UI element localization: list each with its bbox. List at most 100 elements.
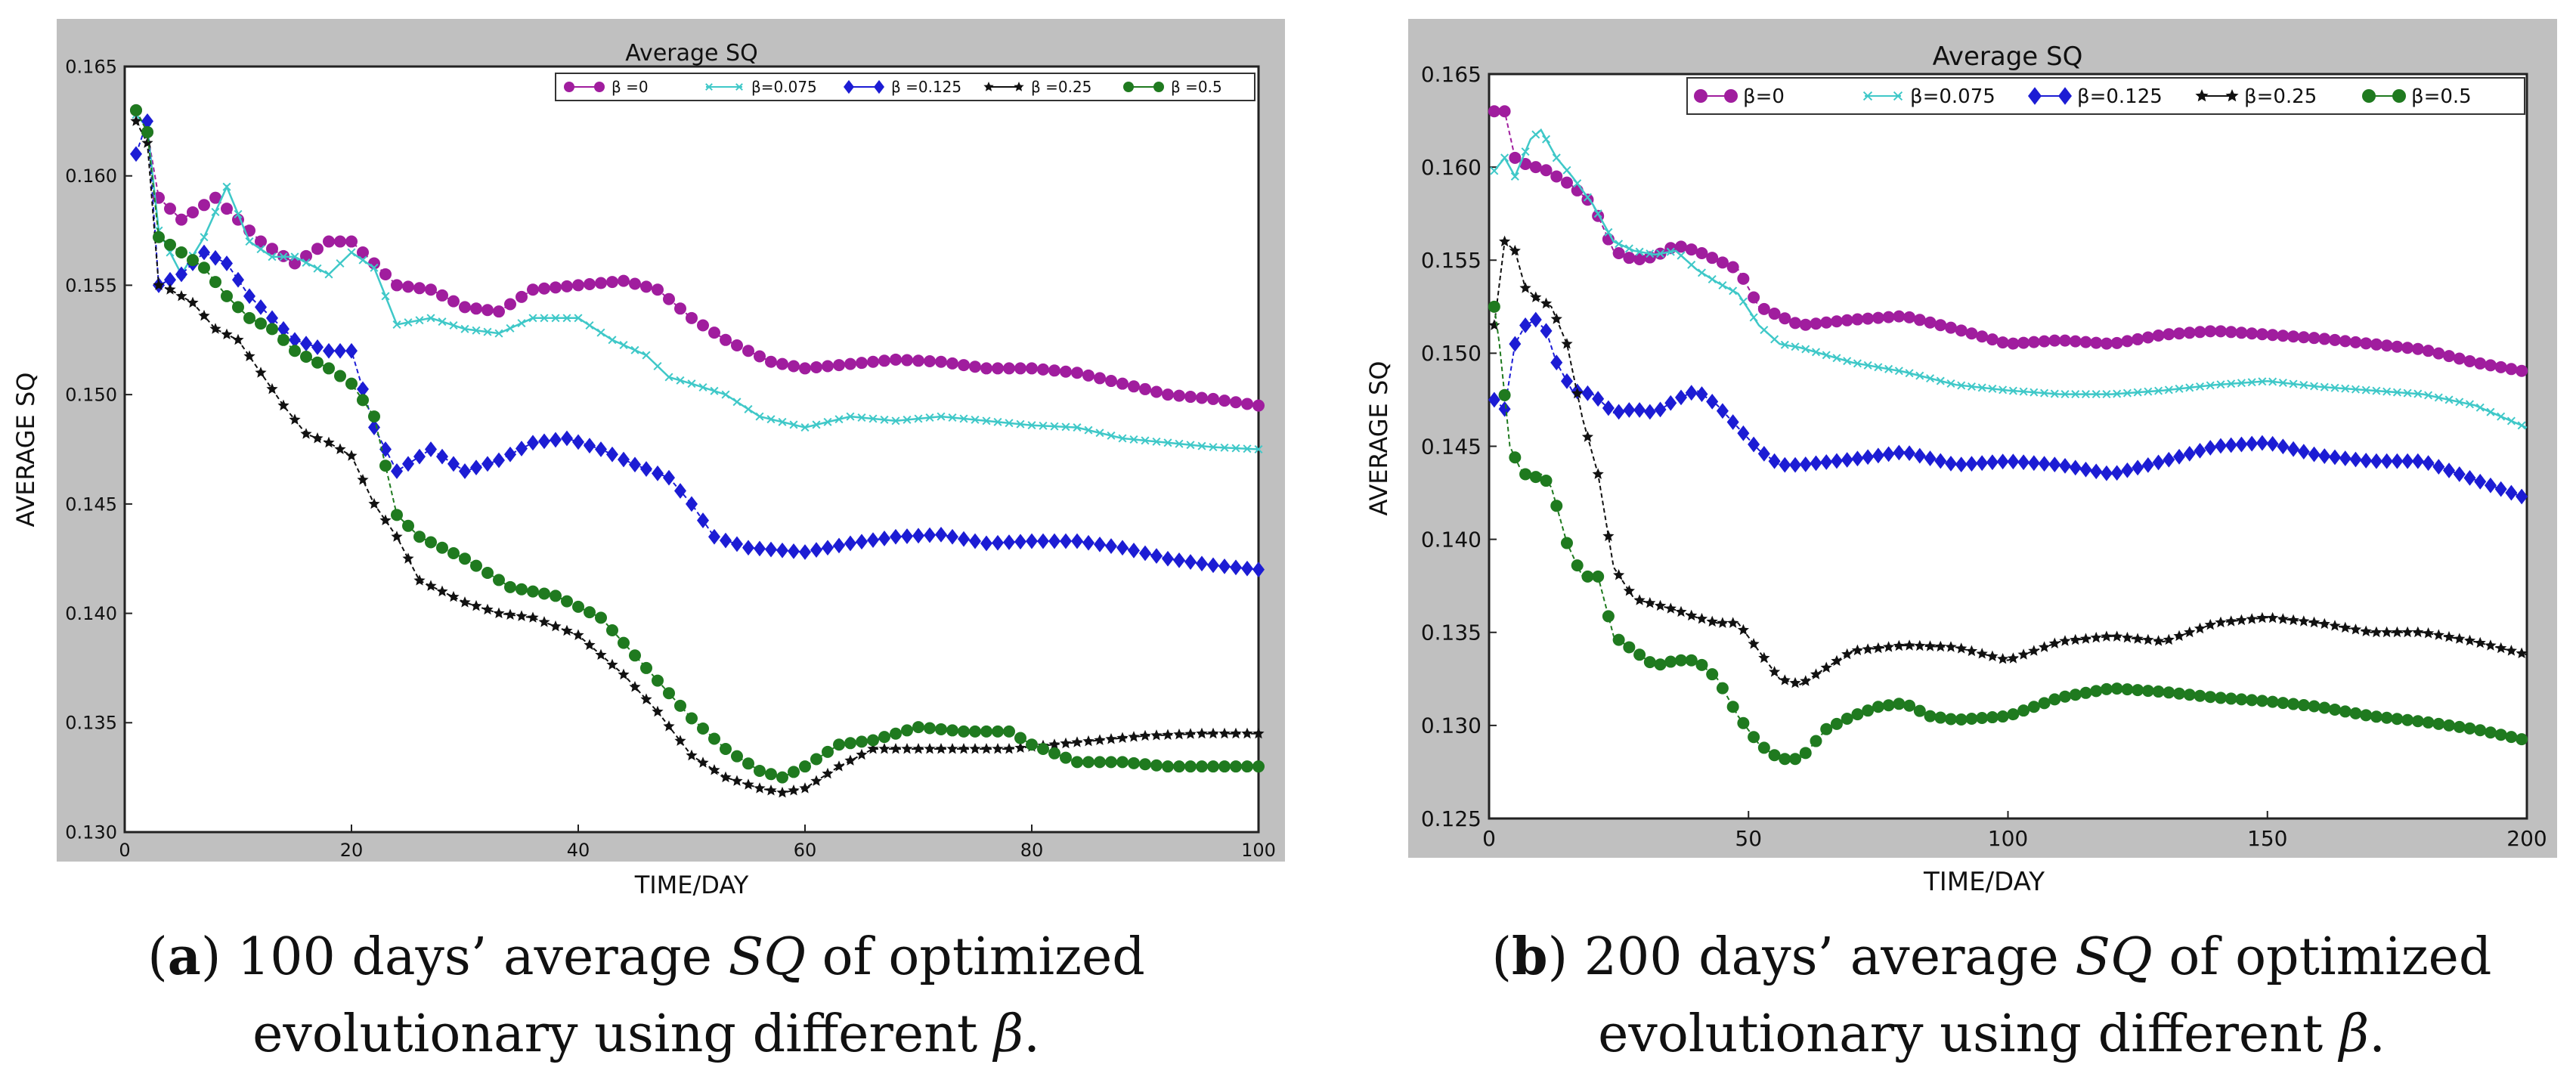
data-point [2194, 443, 2206, 459]
data-point [2411, 715, 2424, 728]
data-point [618, 636, 630, 649]
data-point [2486, 407, 2495, 416]
data-point [2247, 378, 2256, 387]
data-point [1218, 558, 1231, 574]
data-point [629, 277, 641, 290]
data-point [2007, 652, 2019, 664]
data-point [449, 320, 458, 330]
data-point [1602, 610, 1615, 623]
data-point [958, 725, 970, 738]
data-point [1999, 385, 2008, 395]
data-point [1026, 738, 1038, 751]
data-point [629, 649, 641, 662]
data-point [1646, 249, 1655, 258]
panel-a-series [130, 104, 1265, 798]
data-point [584, 606, 596, 619]
data-point [1874, 363, 1883, 372]
data-point [1128, 542, 1140, 559]
data-point [1706, 615, 1718, 627]
data-point [572, 629, 584, 640]
data-point [1128, 757, 1140, 769]
data-point [1150, 759, 1163, 772]
data-point [2474, 357, 2487, 370]
data-point [2214, 438, 2227, 454]
data-point [1822, 351, 1831, 360]
data-point [742, 757, 754, 770]
data-point [914, 414, 923, 423]
data-point [663, 469, 675, 486]
data-point [357, 246, 369, 259]
data-point [2071, 390, 2080, 399]
data-point [1737, 425, 1750, 441]
data-point [1726, 261, 1739, 274]
data-point [1613, 569, 1625, 580]
data-point [1903, 639, 1915, 651]
data-point [1820, 723, 1833, 735]
data-point [561, 624, 573, 636]
data-point [799, 782, 811, 794]
data-point [1965, 645, 1978, 657]
data-point [1026, 533, 1038, 549]
data-point [1748, 436, 1760, 453]
data-point [2453, 352, 2466, 365]
data-point [255, 317, 267, 330]
data-point [1841, 452, 1853, 468]
data-point [494, 329, 503, 338]
data-point [618, 274, 630, 287]
data-point [1060, 737, 1072, 749]
data-point [1695, 386, 1708, 402]
legend-marker [1123, 82, 1134, 92]
data-point [2268, 377, 2277, 386]
data-point [1542, 135, 1551, 144]
data-point [1872, 642, 1884, 654]
data-point [1853, 359, 1862, 368]
x-tick-label: 40 [567, 840, 590, 861]
data-point [1708, 274, 1717, 283]
data-point [2163, 328, 2175, 341]
data-point [867, 532, 879, 549]
data-point [2183, 445, 2196, 462]
panel-a: Average SQ TIME/DAY AVERAGE SQ 0 20 40 60 80… [11, 19, 1285, 899]
data-point [1037, 533, 1049, 549]
data-point [1252, 399, 1265, 412]
data-point [153, 279, 165, 290]
data-point [2391, 713, 2404, 726]
data-point [187, 254, 199, 267]
data-point [1604, 227, 1613, 237]
data-point [2360, 625, 2372, 636]
data-point [2079, 633, 2092, 644]
data-point [198, 261, 210, 274]
data-point [1560, 176, 1573, 189]
data-point [1801, 345, 1810, 354]
series-β=0.075 [1490, 128, 2528, 430]
data-point [527, 435, 539, 451]
data-point [1789, 456, 1802, 473]
data-point [2246, 327, 2259, 340]
data-point [1129, 435, 1138, 444]
data-point [1073, 423, 1082, 432]
data-point [2360, 453, 2373, 469]
data-point [368, 410, 380, 423]
legend-label: β=0.125 [2077, 85, 2163, 108]
data-point [901, 528, 913, 544]
data-point [1675, 389, 1688, 406]
data-point [891, 416, 900, 425]
data-point [1893, 310, 1906, 323]
data-point [812, 420, 821, 429]
data-point [1003, 725, 1015, 738]
data-point [516, 583, 528, 596]
data-point [744, 404, 753, 413]
data-point [302, 258, 311, 268]
data-point [2173, 448, 2186, 465]
data-point [788, 543, 800, 559]
data-point [1071, 533, 1083, 549]
data-point [1581, 385, 1594, 401]
data-point [2038, 335, 2051, 348]
data-point [130, 115, 142, 126]
data-point [1633, 402, 1646, 418]
data-point [720, 532, 732, 549]
data-point [1623, 402, 1636, 418]
data-point [1697, 268, 1706, 277]
data-point [1789, 317, 1802, 330]
data-point [1903, 445, 1916, 462]
